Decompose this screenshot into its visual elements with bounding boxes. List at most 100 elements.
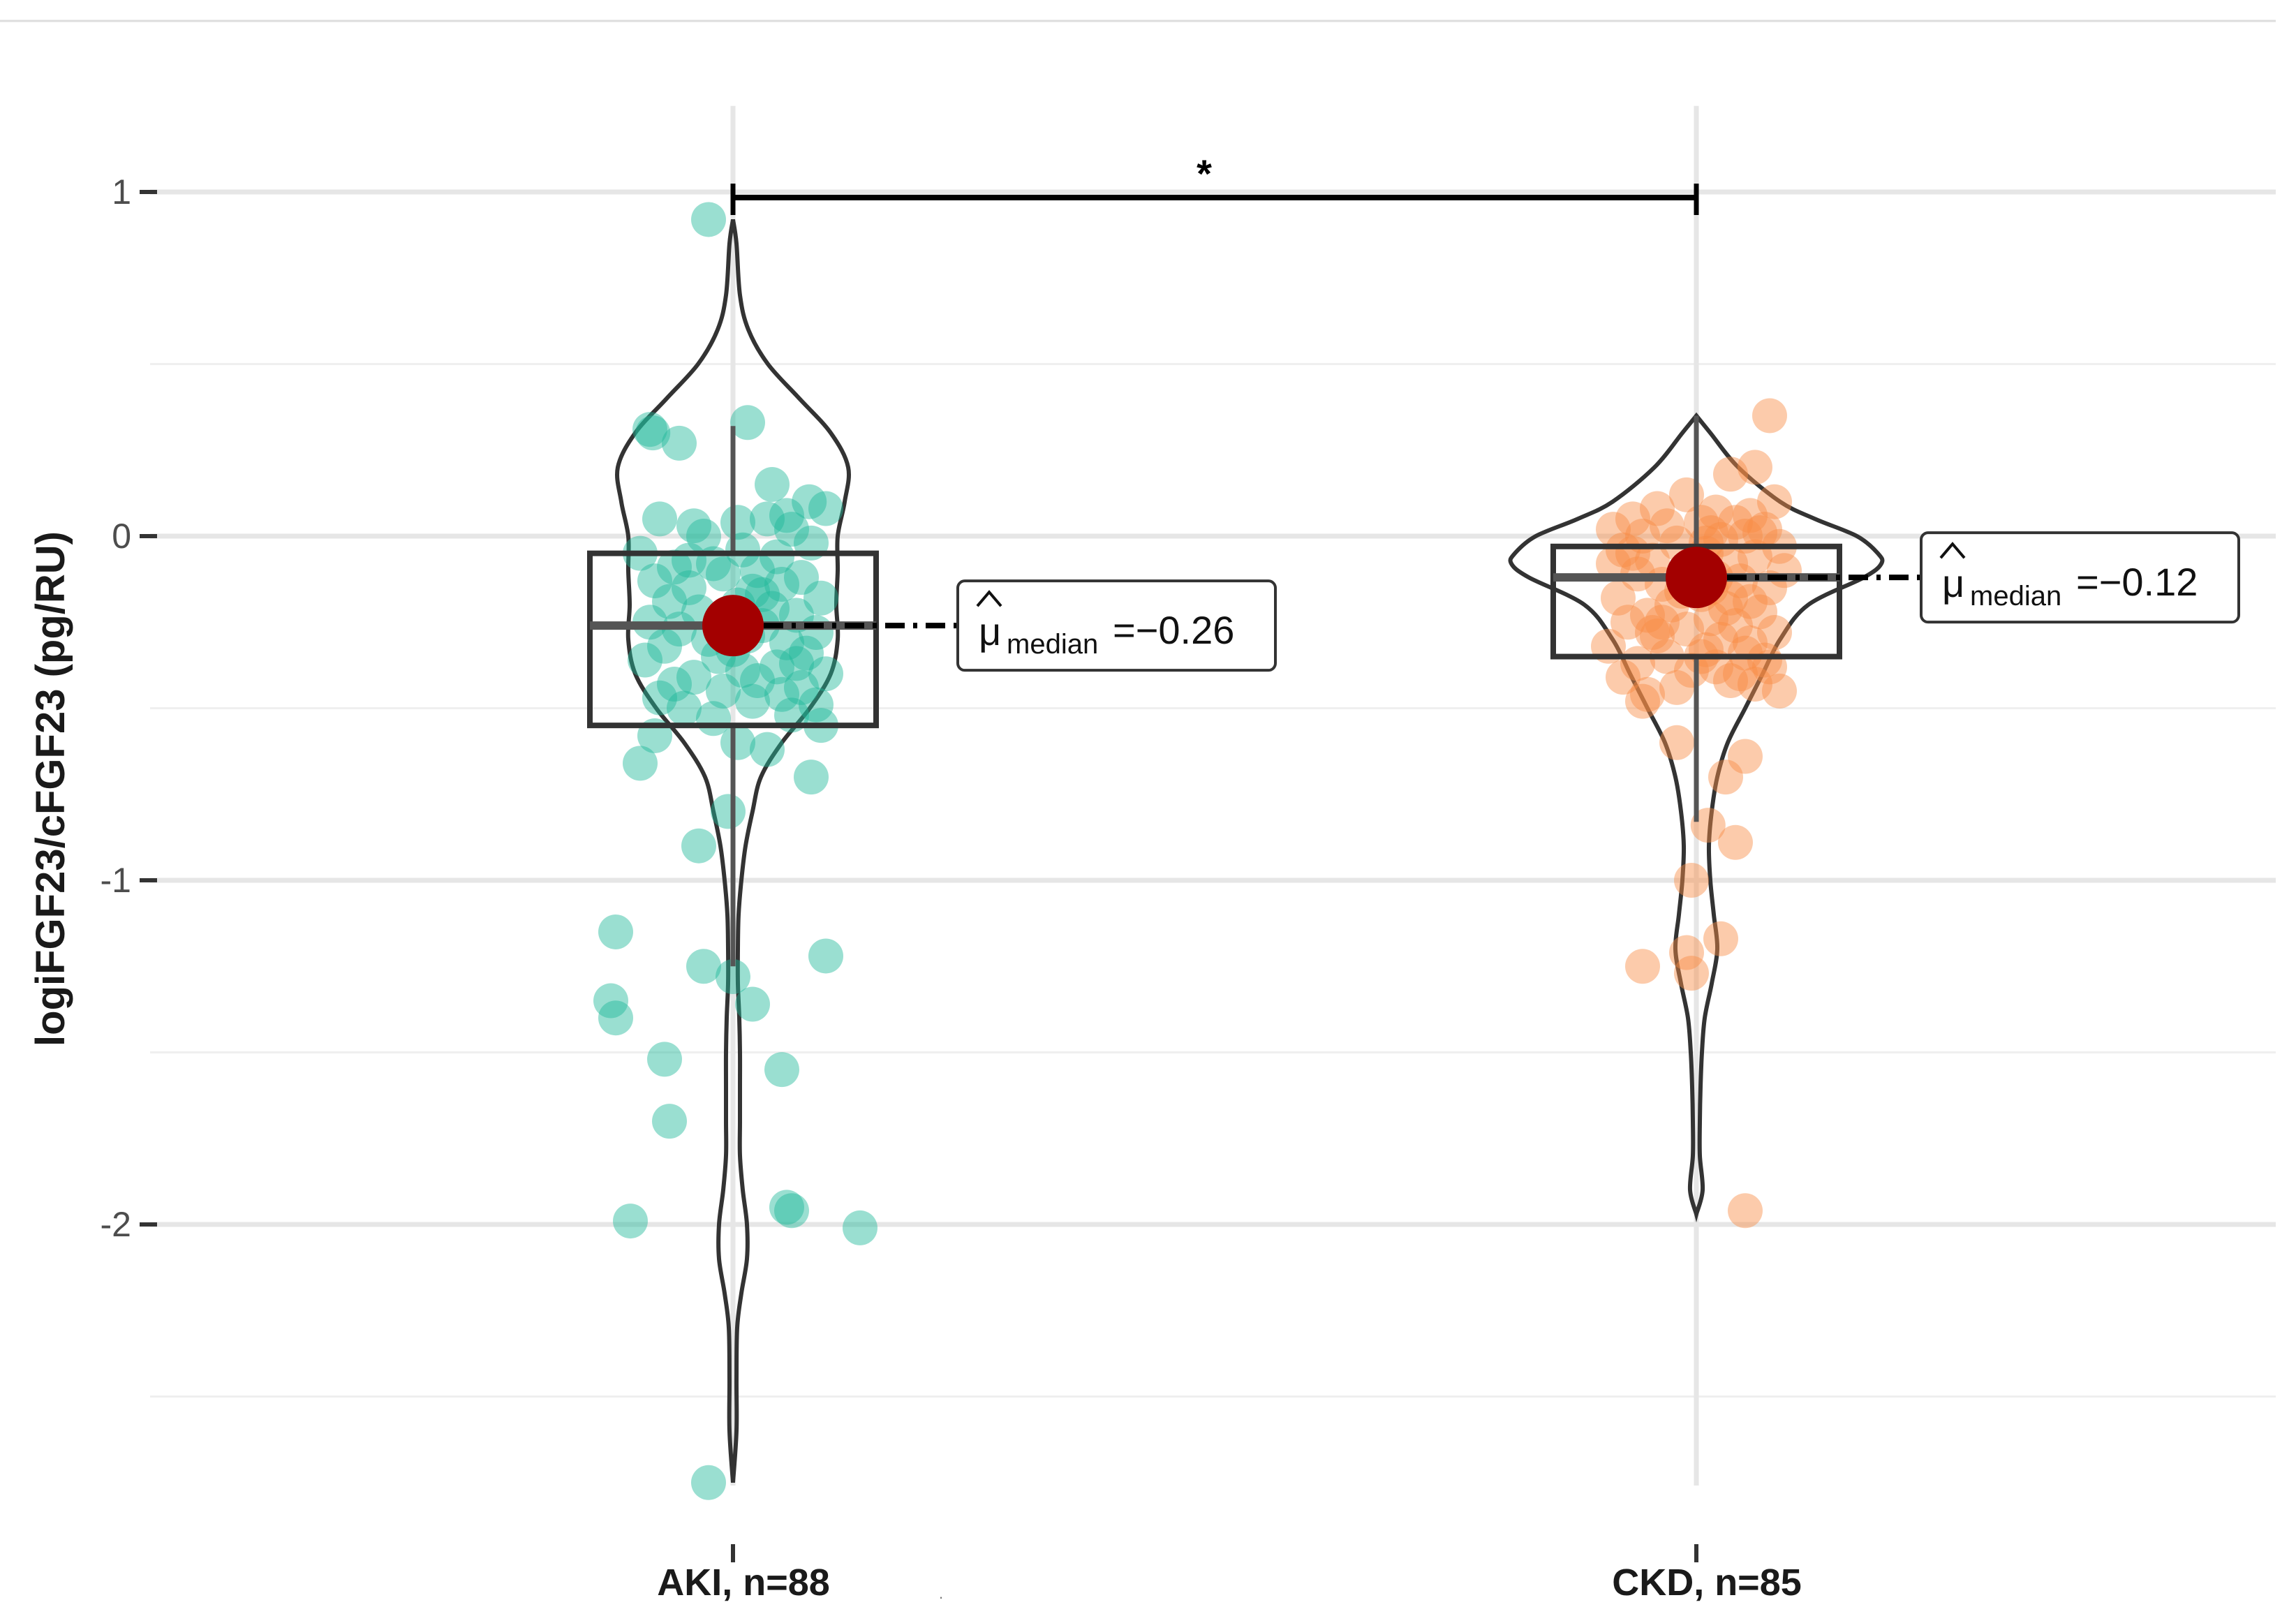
data-point-aki — [672, 570, 706, 605]
data-point-aki — [769, 1190, 804, 1225]
data-point-aki — [667, 690, 702, 726]
data-point-aki — [764, 567, 799, 602]
data-point-aki — [613, 1204, 648, 1239]
data-point-ckd — [1669, 612, 1704, 647]
data-point-ckd — [1713, 663, 1748, 699]
data-point-aki — [808, 491, 843, 526]
violins — [615, 219, 1885, 1483]
data-point-ckd — [1718, 824, 1753, 860]
data-point-ckd — [1733, 625, 1768, 660]
data-point-aki — [593, 983, 628, 1019]
annotation-box — [1920, 531, 2240, 624]
data-point-ckd — [1596, 546, 1631, 582]
data-point-ckd — [1742, 515, 1777, 551]
data-point-ckd — [1650, 508, 1684, 544]
data-point-aki — [735, 683, 770, 719]
data-point-aki — [676, 508, 711, 544]
gridlines — [150, 105, 2276, 1486]
data-point-ckd — [1733, 584, 1768, 619]
data-point-aki — [647, 1042, 682, 1077]
annotation-value: =−0.26 — [1113, 608, 1234, 652]
data-point-aki — [628, 642, 662, 678]
data-point-ckd — [1625, 683, 1660, 719]
data-point-aki — [843, 1210, 877, 1245]
data-point-ckd — [1601, 580, 1636, 616]
data-point-aki — [769, 498, 804, 533]
data-point-ckd — [1713, 457, 1748, 492]
data-point-ckd — [1698, 494, 1733, 530]
data-point-ckd — [1757, 615, 1792, 651]
data-point-ckd — [1718, 608, 1753, 644]
data-point-ckd — [1738, 450, 1772, 485]
x-tick-label: CKD, n=85 — [1612, 1562, 1802, 1604]
data-point-aki — [755, 591, 790, 626]
data-point-aki — [657, 666, 692, 702]
data-point-ckd — [1606, 660, 1640, 695]
data-point-ckd — [1690, 808, 1726, 843]
data-point-aki — [808, 656, 843, 692]
data-point-ckd — [1703, 621, 1738, 657]
data-point-aki — [647, 628, 682, 664]
data-point-aki — [637, 563, 672, 599]
box-aki — [587, 550, 879, 729]
y-tick-label: 1 — [112, 172, 131, 212]
data-point-aki — [657, 549, 692, 585]
data-point-ckd — [1610, 605, 1645, 640]
box-ckd — [1550, 543, 1842, 660]
data-point-ckd — [1630, 598, 1665, 633]
data-point-aki — [760, 649, 794, 685]
data-point-ckd — [1752, 398, 1787, 434]
data-point-ckd — [1728, 739, 1763, 774]
data-point-aki — [784, 560, 819, 595]
data-point-ckd — [1733, 498, 1768, 533]
data-point-aki — [808, 938, 843, 974]
data-point-aki — [642, 680, 677, 716]
annotation-subscript: median — [1007, 629, 1098, 660]
median-marker — [702, 595, 764, 657]
data-point-aki — [774, 512, 809, 547]
data-point-ckd — [1635, 615, 1670, 651]
data-point-ckd — [1708, 760, 1743, 795]
data-point-aki — [803, 580, 838, 616]
data-point-aki — [691, 202, 726, 237]
data-point-aki — [740, 553, 775, 588]
median-annotations: μ median =−0.26μ median =−0.12 — [730, 184, 2240, 672]
data-point-ckd — [1728, 635, 1763, 671]
data-point-aki — [794, 760, 829, 795]
data-point-ckd — [1640, 491, 1675, 526]
data-point-ckd — [1645, 605, 1680, 640]
data-point-ckd — [1640, 618, 1675, 653]
data-point-aki — [735, 986, 770, 1022]
significance-label: * — [1197, 151, 1212, 195]
data-point-aki — [755, 467, 790, 503]
data-point-aki — [623, 746, 658, 781]
data-point-aki — [686, 519, 721, 554]
data-point-ckd — [1669, 935, 1704, 970]
data-point-ckd — [1762, 673, 1797, 709]
stray-dot: . — [939, 1585, 943, 1602]
data-point-ckd — [1630, 676, 1665, 712]
data-point-ckd — [1674, 956, 1709, 991]
data-point-aki — [779, 646, 814, 681]
data-point-aki — [716, 959, 750, 995]
data-point-aki — [598, 1000, 633, 1036]
data-point-aki — [632, 412, 667, 447]
boxplots — [587, 415, 1842, 967]
data-point-ckd — [1747, 642, 1782, 678]
data-point-aki — [799, 687, 834, 723]
data-point-ckd — [1694, 515, 1728, 551]
hat-icon — [976, 590, 1002, 607]
data-point-aki — [598, 914, 633, 949]
y-tick-label: 0 — [112, 517, 131, 556]
data-point-ckd — [1606, 532, 1640, 568]
data-point-aki — [720, 725, 755, 760]
axes — [140, 190, 1698, 1562]
data-point-aki — [686, 949, 721, 984]
median-marker — [1666, 547, 1727, 609]
data-point-ckd — [1742, 594, 1777, 630]
hat-icon — [1939, 542, 1966, 559]
y-axis-title: logiFGF23/cFGF23 (pg/RU) — [28, 531, 73, 1046]
annotation-subscript: median — [1970, 581, 2061, 612]
data-point-aki — [642, 501, 677, 537]
y-tick-label: -2 — [101, 1205, 131, 1244]
